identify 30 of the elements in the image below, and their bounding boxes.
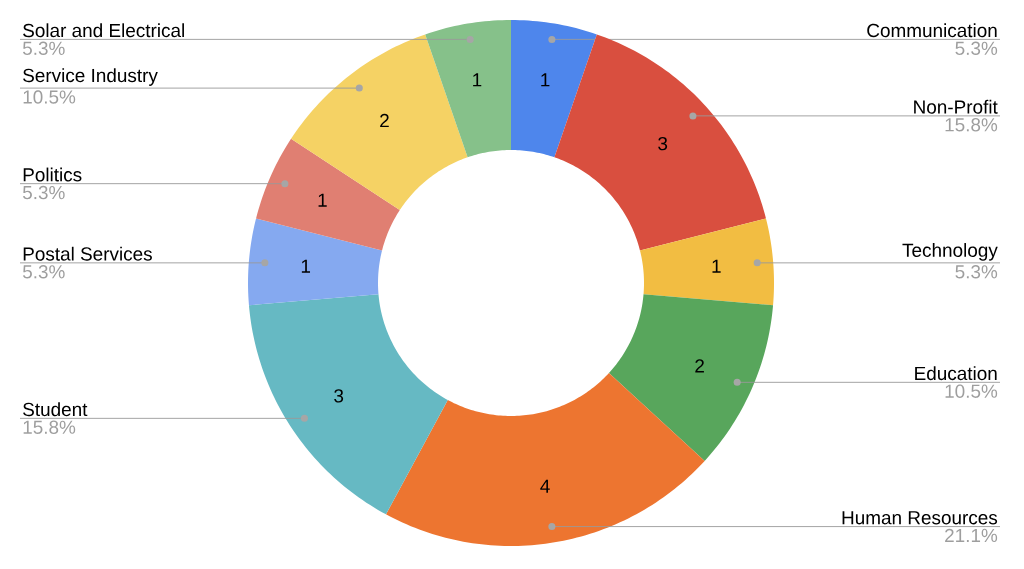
slice-label: Communication — [867, 23, 997, 38]
data-label: 15.8% — [23, 420, 76, 434]
slice-label: Technology — [902, 243, 998, 261]
text: 2 — [695, 359, 704, 373]
data-label: 5.3% — [22, 41, 65, 55]
text: 1 — [301, 259, 311, 273]
slice-label: Postal Services — [23, 246, 152, 261]
slice-label: Student — [23, 402, 88, 417]
slice-label: Service Industry — [23, 68, 158, 86]
data-label: 5.3% — [955, 265, 998, 279]
text: 1 — [712, 259, 721, 273]
data-label: 10.5% — [23, 90, 76, 104]
data-label: 21.1% — [945, 528, 998, 543]
text: 1 — [318, 193, 327, 207]
text: 2 — [380, 113, 389, 128]
slice-label: Human Resources — [842, 511, 998, 525]
text: 4 — [540, 479, 550, 493]
slice-label: Education — [915, 366, 997, 381]
text: 3 — [658, 136, 668, 151]
text: 1 — [473, 73, 482, 87]
data-label: 15.8% — [945, 118, 998, 132]
data-label: 10.5% — [945, 384, 998, 398]
text: 1 — [541, 73, 550, 87]
text: 3 — [334, 389, 344, 403]
data-label: 5.3% — [955, 41, 998, 55]
data-label: 5.3% — [22, 185, 65, 200]
data-label: 5.3% — [22, 265, 65, 279]
slice-label: Solar and Electrical — [23, 23, 184, 38]
slice-label: Non-Profit — [914, 99, 998, 114]
slice-label: Politics — [23, 167, 82, 182]
